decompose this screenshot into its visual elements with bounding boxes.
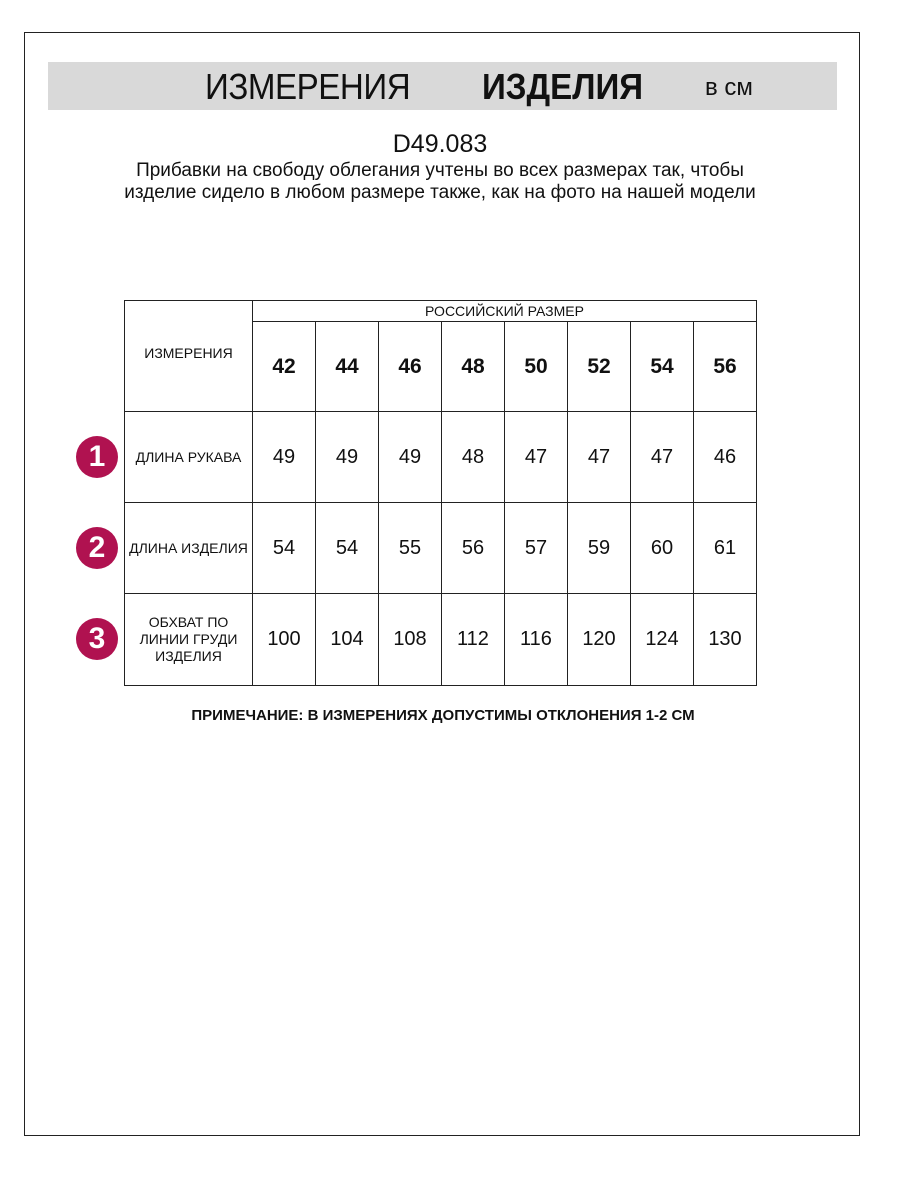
measurement-label: ОБХВАТ ПО ЛИНИИ ГРУДИ ИЗДЕЛИЯ [124,593,253,686]
measurement-value: 59 [567,502,631,594]
note: ПРИМЕЧАНИЕ: В ИЗМЕРЕНИЯХ ДОПУСТИМЫ ОТКЛО… [191,707,695,724]
measurement-value: 49 [315,411,379,503]
measurement-value: 49 [378,411,442,503]
measurement-value: 56 [441,502,505,594]
measurement-value: 54 [315,502,379,594]
title-bold: ИЗДЕЛИЯ [482,66,644,107]
table-row: ДЛИНА РУКАВА 49 49 49 48 47 47 47 46 [124,411,757,503]
measurement-value: 60 [630,502,694,594]
title-unit: в см [705,74,753,101]
article-code: D49.083 [392,130,488,158]
size-header: 56 [693,321,757,412]
measurement-value: 47 [504,411,568,503]
size-table: ИЗМЕРЕНИЯ РОССИЙСКИЙ РАЗМЕР 42 44 46 48 50 52… [124,300,757,686]
measurement-value: 57 [504,502,568,594]
size-header: 50 [504,321,568,412]
size-header: 46 [378,321,442,412]
table-row: ОБХВАТ ПО ЛИНИИ ГРУДИ ИЗДЕЛИЯ 100 104 108 11… [124,593,757,686]
measurement-value: 48 [441,411,505,503]
measurement-value: 108 [378,593,442,686]
corner-header: ИЗМЕРЕНИЯ [124,300,253,412]
size-header: 42 [252,321,316,412]
table-row: ДЛИНА ИЗДЕЛИЯ 54 54 55 56 57 59 60 61 [124,502,757,594]
row-number-badge: 2 [76,527,118,569]
title-regular: ИЗМЕРЕНИЯ [205,66,411,107]
measurement-label: ДЛИНА ИЗДЕЛИЯ [124,502,253,594]
measurement-value: 55 [378,502,442,594]
row-number-badge: 3 [76,618,118,660]
measurement-value: 49 [252,411,316,503]
measurement-value: 104 [315,593,379,686]
title-band [48,62,837,110]
page-frame [24,32,860,1136]
measurement-value: 124 [630,593,694,686]
measurement-value: 54 [252,502,316,594]
measurement-value: 116 [504,593,568,686]
measurement-value: 46 [693,411,757,503]
size-header: 54 [630,321,694,412]
size-header: 44 [315,321,379,412]
measurement-value: 47 [630,411,694,503]
measurement-label: ДЛИНА РУКАВА [124,411,253,503]
row-number-badge: 1 [76,436,118,478]
measurement-value: 61 [693,502,757,594]
measurement-value: 112 [441,593,505,686]
measurement-value: 130 [693,593,757,686]
measurement-value: 120 [567,593,631,686]
measurement-value: 47 [567,411,631,503]
size-header: 52 [567,321,631,412]
description: Прибавки на свободу облегания учтены во … [124,160,756,203]
measurement-value: 100 [252,593,316,686]
size-header: 48 [441,321,505,412]
group-header: РОССИЙСКИЙ РАЗМЕР [252,300,757,322]
